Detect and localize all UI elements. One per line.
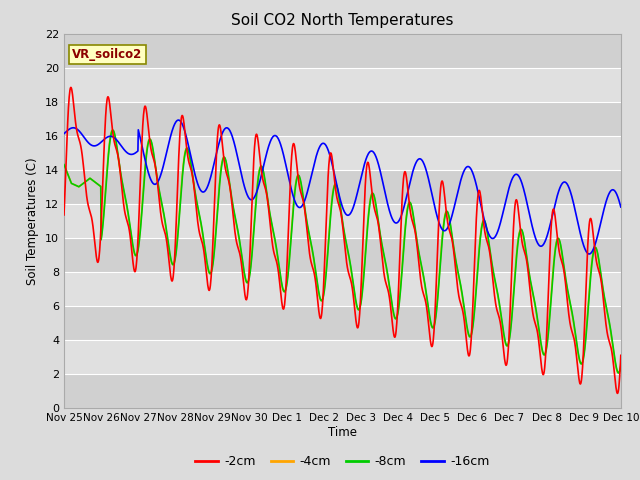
Bar xyxy=(64,374,621,408)
Bar xyxy=(64,68,621,102)
Bar xyxy=(64,306,621,340)
Bar xyxy=(64,136,621,170)
Bar xyxy=(64,34,621,68)
X-axis label: Time: Time xyxy=(328,426,357,439)
Y-axis label: Soil Temperatures (C): Soil Temperatures (C) xyxy=(26,157,39,285)
Bar xyxy=(64,340,621,374)
Title: Soil CO2 North Temperatures: Soil CO2 North Temperatures xyxy=(231,13,454,28)
Legend: -2cm, -4cm, -8cm, -16cm: -2cm, -4cm, -8cm, -16cm xyxy=(191,450,494,473)
Bar xyxy=(64,102,621,136)
Bar xyxy=(64,238,621,272)
Bar xyxy=(64,204,621,238)
Bar xyxy=(64,272,621,306)
Bar xyxy=(64,0,621,34)
Text: VR_soilco2: VR_soilco2 xyxy=(72,48,143,61)
Bar xyxy=(64,170,621,204)
